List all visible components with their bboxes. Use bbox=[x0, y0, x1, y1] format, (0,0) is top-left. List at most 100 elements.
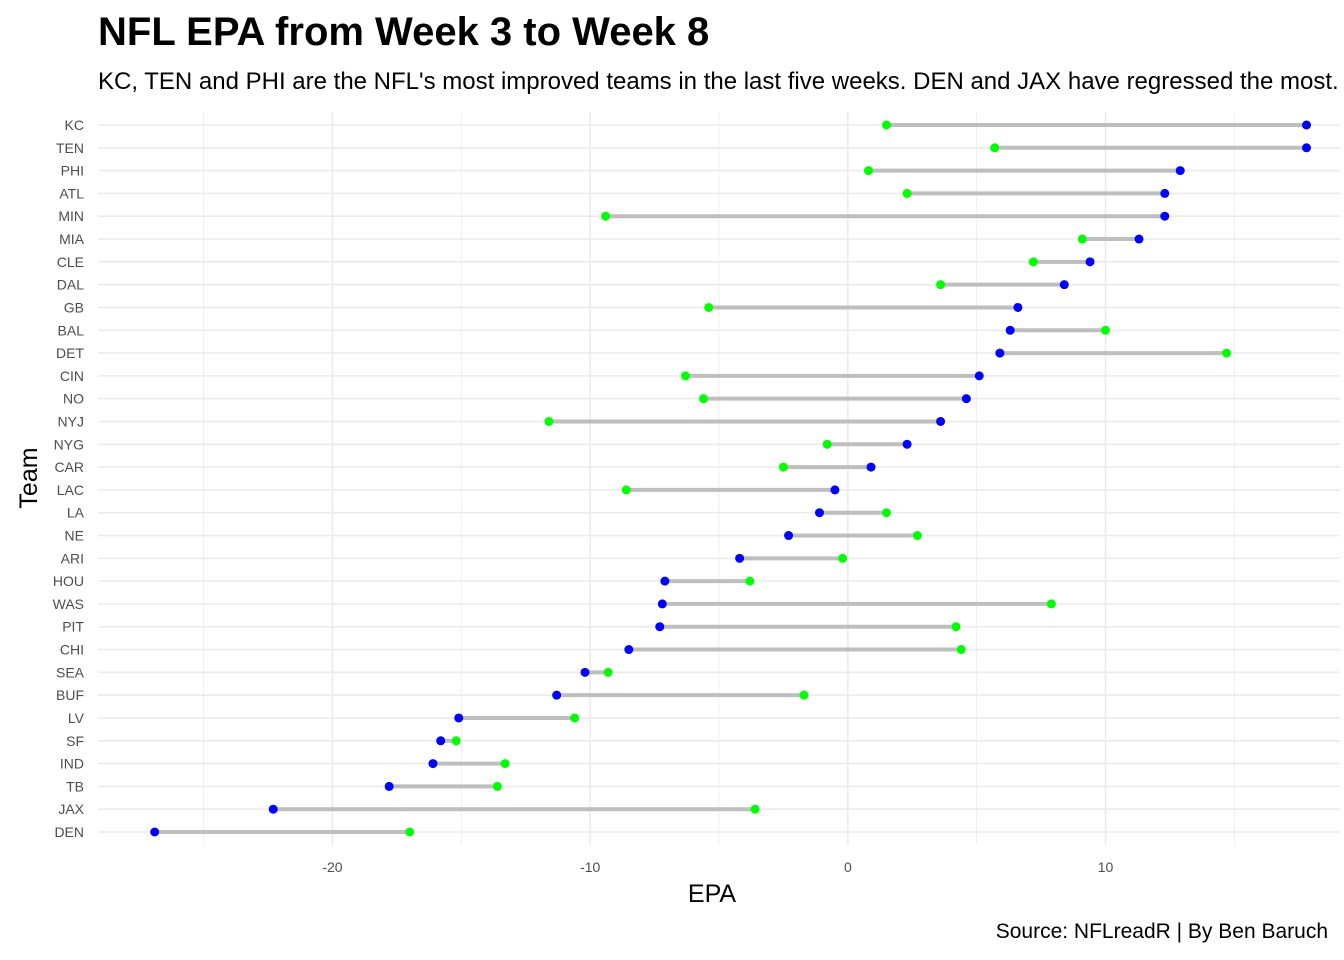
week8-point bbox=[974, 371, 984, 381]
y-tick-label: BUF bbox=[56, 687, 84, 703]
y-tick-label: IND bbox=[60, 756, 84, 772]
y-tick-label: CAR bbox=[54, 459, 84, 475]
x-tick-label: 10 bbox=[1098, 859, 1114, 875]
segment-layer bbox=[154, 123, 1307, 834]
week8-point bbox=[814, 508, 824, 518]
week3-point bbox=[1101, 325, 1111, 335]
week3-point bbox=[704, 302, 714, 312]
week3-point bbox=[544, 416, 554, 426]
week8-point bbox=[830, 485, 840, 495]
y-tick-label: KC bbox=[65, 117, 84, 133]
week3-point bbox=[863, 166, 873, 176]
week8-point bbox=[436, 736, 446, 746]
y-tick-label: HOU bbox=[53, 573, 84, 589]
week3-point bbox=[603, 667, 613, 677]
y-axis-title: Team bbox=[15, 447, 43, 508]
week8-point bbox=[268, 804, 278, 814]
week3-point bbox=[1028, 257, 1038, 267]
y-tick-label: NYJ bbox=[58, 413, 84, 429]
y-tick-label: ATL bbox=[59, 185, 84, 201]
week3-point bbox=[500, 759, 510, 769]
week8-point bbox=[655, 622, 665, 632]
week8-point bbox=[428, 759, 438, 769]
week3-point bbox=[956, 645, 966, 655]
week8-point bbox=[1134, 234, 1144, 244]
week3-point bbox=[912, 531, 922, 541]
week8-point bbox=[902, 439, 912, 449]
point-layer bbox=[150, 120, 1312, 837]
week3-point bbox=[902, 188, 912, 198]
week3-point bbox=[990, 143, 1000, 153]
week8-point bbox=[735, 553, 745, 563]
y-tick-label: LV bbox=[68, 710, 85, 726]
y-tick-label: MIN bbox=[58, 208, 84, 224]
week8-point bbox=[961, 394, 971, 404]
week3-point bbox=[881, 508, 891, 518]
y-tick-label: NYG bbox=[54, 436, 84, 452]
chart-title: NFL EPA from Week 3 to Week 8 bbox=[98, 10, 710, 54]
week8-point bbox=[552, 690, 562, 700]
y-tick-label: DET bbox=[56, 345, 84, 361]
week3-point bbox=[745, 576, 755, 586]
y-tick-label: CHI bbox=[60, 642, 84, 658]
y-tick-label: MIA bbox=[59, 231, 85, 247]
week3-point bbox=[881, 120, 891, 130]
y-tick-label: ARI bbox=[61, 550, 84, 566]
week3-point bbox=[699, 394, 709, 404]
week3-point bbox=[1222, 348, 1232, 358]
week8-point bbox=[936, 416, 946, 426]
week3-point bbox=[750, 804, 760, 814]
y-tick-label: JAX bbox=[58, 801, 84, 817]
y-tick-label: PHI bbox=[61, 163, 84, 179]
week3-point bbox=[405, 827, 415, 837]
week8-point bbox=[1085, 257, 1095, 267]
y-tick-label: GB bbox=[64, 299, 84, 315]
y-tick-label: SEA bbox=[56, 664, 85, 680]
week8-point bbox=[580, 667, 590, 677]
y-tick-label: LA bbox=[67, 505, 85, 521]
x-tick-label: -10 bbox=[580, 859, 600, 875]
week3-point bbox=[1046, 599, 1056, 609]
week8-point bbox=[384, 781, 394, 791]
week3-point bbox=[838, 553, 848, 563]
label-layer: -20 -10 0 10 KC TEN PHI ATL MIN MIA CLE DAL GB BAL DET… bbox=[53, 117, 1114, 875]
y-tick-label: PIT bbox=[62, 619, 84, 635]
grid-layer bbox=[98, 112, 1340, 845]
week8-point bbox=[1005, 325, 1015, 335]
y-tick-label: DAL bbox=[57, 277, 84, 293]
y-tick-label: CLE bbox=[57, 254, 84, 270]
y-tick-label: NO bbox=[63, 391, 84, 407]
y-tick-label: TEN bbox=[56, 140, 84, 156]
y-tick-label: TB bbox=[66, 778, 84, 794]
week8-point bbox=[1302, 120, 1312, 130]
week8-point bbox=[624, 645, 634, 655]
x-tick-label: 0 bbox=[844, 859, 852, 875]
week8-point bbox=[1302, 143, 1312, 153]
x-axis-title: EPA bbox=[688, 880, 736, 908]
week8-point bbox=[1160, 188, 1170, 198]
week3-point bbox=[601, 211, 611, 221]
week8-point bbox=[995, 348, 1005, 358]
y-tick-label: NE bbox=[65, 528, 84, 544]
chart-subtitle: KC, TEN and PHI are the NFL's most impro… bbox=[98, 68, 1339, 95]
y-tick-label: CIN bbox=[60, 368, 84, 384]
y-tick-label: SF bbox=[66, 733, 84, 749]
week3-point bbox=[778, 462, 788, 472]
week3-point bbox=[681, 371, 691, 381]
y-tick-label: WAS bbox=[53, 596, 84, 612]
week8-point bbox=[1175, 166, 1185, 176]
week8-point bbox=[1013, 302, 1023, 312]
week3-point bbox=[822, 439, 832, 449]
y-tick-label: LAC bbox=[57, 482, 84, 498]
week8-point bbox=[657, 599, 667, 609]
x-tick-label: -20 bbox=[322, 859, 342, 875]
chart-caption: Source: NFLreadR | By Ben Baruch bbox=[995, 920, 1328, 943]
week3-point bbox=[799, 690, 809, 700]
week3-point bbox=[951, 622, 961, 632]
week3-point bbox=[451, 736, 461, 746]
week8-point bbox=[150, 827, 160, 837]
week8-point bbox=[660, 576, 670, 586]
y-tick-label: BAL bbox=[58, 322, 85, 338]
week8-point bbox=[784, 531, 794, 541]
